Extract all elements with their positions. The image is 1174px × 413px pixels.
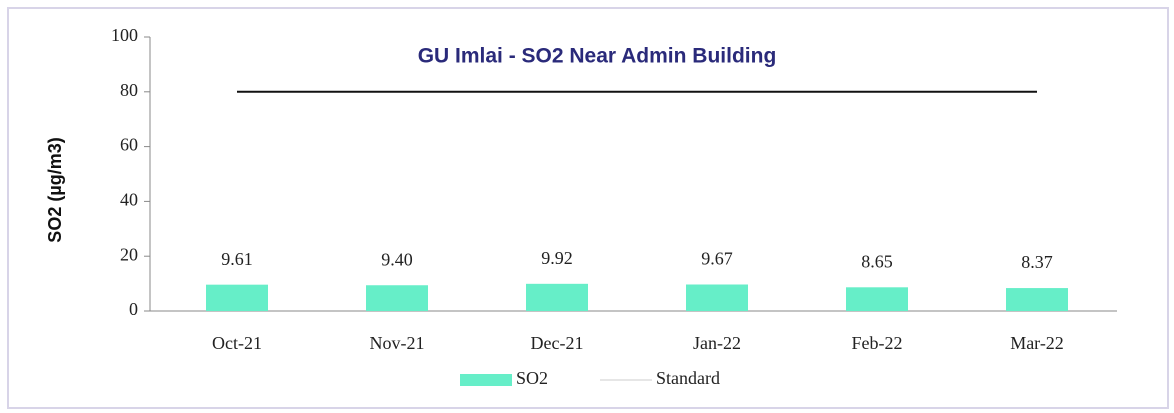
y-tick-label: 60 [120,135,138,155]
data-label: 9.61 [221,249,253,269]
chart-title: GU Imlai - SO2 Near Admin Building [418,45,777,68]
x-tick-label: Dec-21 [531,333,584,353]
x-tick-label: Feb-22 [852,333,903,353]
y-tick-label: 100 [111,25,138,45]
legend-swatch [460,374,512,386]
legend-label: SO2 [516,368,548,388]
data-label: 8.65 [861,251,893,271]
bar [366,285,428,311]
y-tick-label: 20 [120,244,138,264]
bar [846,287,908,311]
data-label: 9.40 [381,249,413,269]
y-tick-label: 0 [129,299,138,319]
x-tick-label: Jan-22 [693,333,741,353]
legend-label: Standard [656,368,720,388]
x-tick-label: Nov-21 [370,333,425,353]
bar [206,284,268,311]
y-axis-label: SO2 (µg/m3) [45,137,65,242]
bar [526,283,588,311]
data-label: 9.67 [701,249,733,269]
data-label: 9.92 [541,248,573,268]
bar [686,284,748,311]
bar [1006,288,1068,311]
data-label: 8.37 [1021,252,1053,272]
y-tick-label: 80 [120,80,138,100]
x-tick-label: Mar-22 [1010,333,1064,353]
y-tick-label: 40 [120,190,138,210]
chart-frame [7,7,1169,409]
x-tick-label: Oct-21 [212,333,262,353]
